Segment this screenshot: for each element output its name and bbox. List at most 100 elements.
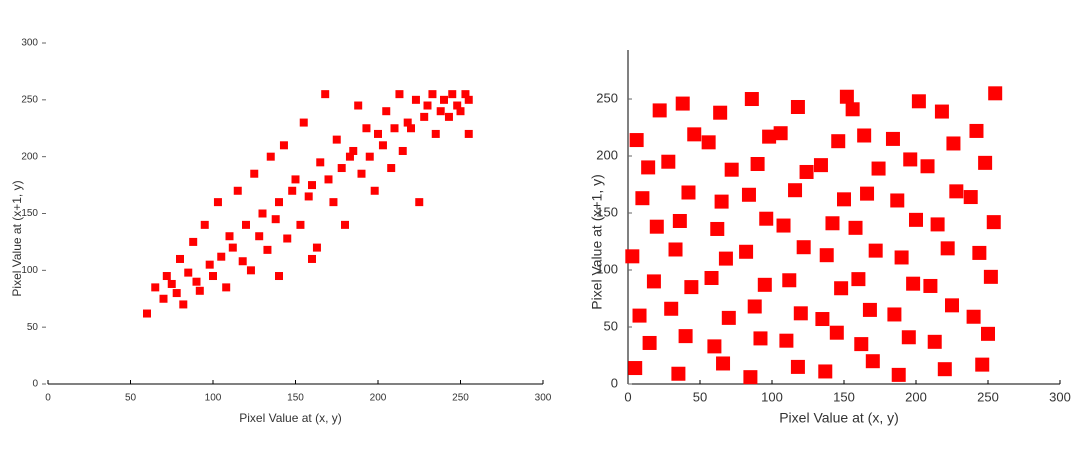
- point: [387, 164, 396, 173]
- point: [923, 278, 938, 293]
- point: [978, 155, 993, 170]
- point: [834, 281, 849, 296]
- point: [436, 107, 445, 116]
- point: [972, 245, 987, 260]
- point: [776, 218, 791, 233]
- point: [464, 95, 473, 104]
- point: [345, 152, 354, 161]
- point: [848, 220, 863, 235]
- point: [428, 90, 437, 99]
- point: [779, 333, 794, 348]
- point: [308, 254, 316, 263]
- x-tick-label: 50: [125, 393, 137, 404]
- point: [799, 164, 814, 179]
- point: [909, 212, 923, 227]
- point: [937, 362, 952, 377]
- point: [632, 308, 647, 323]
- point: [151, 283, 160, 292]
- point: [312, 243, 321, 252]
- x-tick-label: 100: [205, 393, 222, 404]
- y-tick-label: 50: [27, 322, 39, 333]
- point: [209, 272, 217, 281]
- x-tick-label: 200: [905, 389, 927, 404]
- x-axis-label: Pixel Value at (x, y): [239, 411, 341, 425]
- point: [635, 191, 650, 206]
- point: [179, 300, 188, 309]
- point: [940, 241, 955, 256]
- point: [839, 89, 854, 104]
- point: [378, 141, 387, 150]
- point: [420, 112, 429, 121]
- point: [649, 219, 664, 234]
- point: [865, 354, 880, 369]
- point: [329, 198, 338, 207]
- point: [969, 123, 984, 138]
- point: [983, 269, 998, 284]
- point: [374, 129, 382, 138]
- point: [167, 279, 176, 288]
- point: [423, 101, 432, 110]
- point: [200, 220, 209, 229]
- point: [744, 92, 759, 107]
- point: [782, 273, 797, 288]
- point: [946, 136, 961, 151]
- point: [629, 133, 644, 148]
- y-axis-label: Pixel Value at (x+1, y): [10, 180, 24, 296]
- point: [681, 185, 696, 200]
- point: [920, 159, 935, 174]
- point: [625, 249, 640, 264]
- point: [718, 251, 733, 266]
- point: [390, 124, 399, 133]
- point: [825, 216, 840, 231]
- y-tick-label: 100: [21, 265, 38, 276]
- point: [159, 294, 168, 303]
- y-tick-label: 250: [21, 94, 38, 105]
- point: [250, 169, 259, 178]
- y-axis-label: Pixel Value at (x+1, y): [589, 174, 605, 310]
- point: [464, 129, 473, 138]
- point: [713, 105, 728, 120]
- x-axis-label: Pixel Value at (x, y): [779, 410, 899, 426]
- point: [258, 209, 267, 218]
- point: [411, 95, 420, 104]
- point: [687, 127, 702, 142]
- point: [205, 260, 214, 269]
- point: [757, 277, 772, 292]
- x-tick-label: 0: [624, 389, 631, 404]
- point: [739, 244, 754, 259]
- point: [349, 146, 358, 155]
- point: [891, 367, 906, 382]
- point: [370, 186, 379, 195]
- point: [837, 192, 851, 207]
- point: [642, 335, 657, 350]
- y-tick-label: 50: [604, 318, 618, 333]
- point: [747, 299, 762, 314]
- point: [988, 86, 1003, 101]
- point: [299, 118, 308, 127]
- point: [911, 94, 926, 109]
- point: [741, 187, 756, 202]
- point: [887, 307, 902, 322]
- point: [975, 357, 990, 372]
- point: [291, 175, 300, 184]
- point: [819, 248, 834, 263]
- point: [162, 272, 171, 281]
- point: [871, 161, 886, 176]
- point: [813, 158, 828, 173]
- x-tick-label: 300: [1049, 389, 1071, 404]
- point: [759, 211, 774, 226]
- point: [885, 131, 900, 146]
- point: [279, 141, 288, 150]
- point: [981, 326, 995, 341]
- x-tick-label: 150: [833, 389, 855, 404]
- point: [901, 330, 916, 345]
- point: [275, 198, 283, 207]
- point: [790, 359, 805, 374]
- point: [337, 164, 346, 173]
- point: [671, 366, 686, 381]
- x-tick-label: 250: [977, 389, 999, 404]
- y-tick-label: 0: [32, 379, 38, 390]
- point: [675, 96, 690, 111]
- point: [440, 95, 448, 104]
- point: [189, 237, 198, 246]
